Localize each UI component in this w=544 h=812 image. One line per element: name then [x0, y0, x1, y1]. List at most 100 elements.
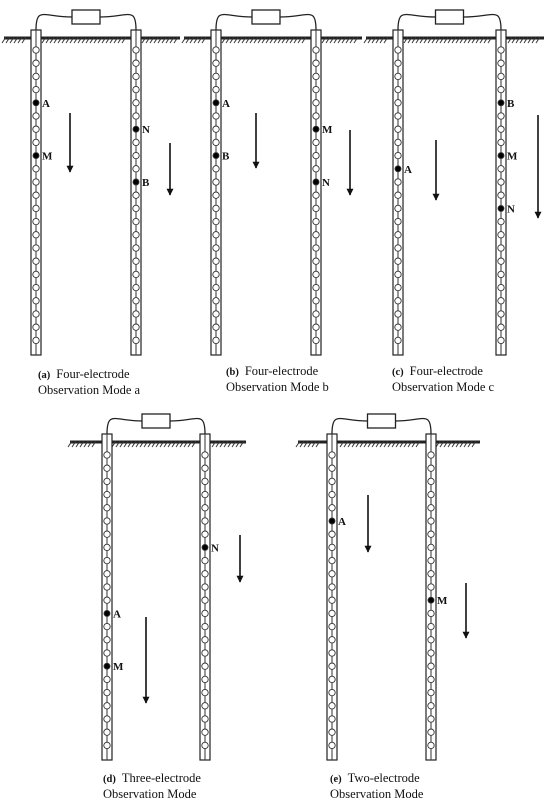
surface-cable-left [106, 417, 143, 435]
inactive-electrode [394, 99, 402, 107]
inactive-electrode [201, 530, 209, 538]
inactive-electrode [427, 517, 435, 525]
ground-hatch [435, 440, 441, 448]
ground-hatch [337, 36, 343, 44]
inactive-electrode [32, 231, 40, 239]
inactive-electrode [32, 72, 40, 81]
inactive-electrode [328, 636, 336, 644]
ground-hatch [111, 440, 117, 448]
inactive-electrode [103, 688, 111, 697]
inactive-electrode [328, 728, 336, 736]
inactive-electrode [427, 477, 435, 486]
ground-hatch [367, 36, 373, 44]
ground-hatch [387, 440, 393, 448]
ground-hatch [79, 440, 85, 448]
ground-hatch [359, 440, 365, 448]
inactive-electrode [201, 636, 209, 644]
inactive-electrode [328, 649, 336, 657]
inactive-electrode [32, 204, 40, 213]
inactive-electrode [497, 59, 505, 67]
inactive-electrode [32, 270, 40, 279]
caption-a-line2: Observation Mode a [38, 383, 141, 397]
caption-c-line1: Four-electrode [409, 364, 483, 378]
inactive-electrode [132, 283, 140, 292]
inactive-electrode [312, 72, 320, 81]
inactive-electrode [427, 662, 435, 670]
inactive-electrode [312, 323, 320, 331]
ground-hatch [21, 36, 27, 44]
ground-hatch [73, 36, 79, 44]
ground-hatch [173, 36, 179, 44]
ground-hatch [237, 36, 243, 44]
inactive-electrode [32, 125, 40, 133]
ground-hatch [155, 440, 161, 448]
ground-hatch [355, 440, 361, 448]
inactive-electrode [328, 451, 336, 459]
inactive-electrode [427, 556, 435, 565]
ground-hatch [261, 36, 267, 44]
inactive-electrode [497, 178, 505, 186]
inactive-electrode [212, 336, 220, 345]
inactive-electrode [132, 99, 140, 107]
electrode-label-N: N [211, 542, 219, 554]
inactive-electrode [212, 297, 220, 305]
ground-hatch [81, 36, 87, 44]
inactive-electrode [32, 257, 40, 265]
inactive-electrode [312, 46, 320, 54]
inactive-electrode [427, 675, 435, 684]
ground-hatch [163, 440, 169, 448]
inactive-electrode [103, 477, 111, 486]
ground-hatch [223, 440, 229, 448]
ground-hatch [75, 440, 81, 448]
ground-hatch [109, 36, 115, 44]
ground-hatch [467, 36, 473, 44]
ground-hatch [407, 440, 413, 448]
ground-hatch [67, 440, 73, 448]
inactive-electrode [497, 323, 505, 331]
inactive-electrode [103, 741, 111, 750]
inactive-electrode [497, 231, 505, 239]
inactive-electrode [132, 297, 140, 305]
inactive-electrode [328, 702, 336, 710]
inactive-electrode [212, 204, 220, 213]
ground-hatch [455, 36, 461, 44]
inactive-electrode [103, 451, 111, 459]
inactive-electrode [427, 490, 435, 499]
inactive-electrode [132, 112, 140, 120]
inactive-electrode [394, 257, 402, 265]
ground-hatch [131, 440, 137, 448]
panel-label-a: (a) [38, 370, 51, 381]
inactive-electrode [427, 688, 435, 697]
inactive-electrode [312, 217, 320, 226]
ground-hatch [329, 36, 335, 44]
ground-hatch [345, 36, 351, 44]
inactive-electrode [103, 675, 111, 684]
ground-hatch [65, 36, 71, 44]
ground-hatch [167, 440, 173, 448]
inactive-electrode [132, 165, 140, 173]
inactive-electrode [427, 741, 435, 750]
inactive-electrode [328, 609, 336, 618]
ground-hatch [379, 36, 385, 44]
ground-hatch [363, 36, 369, 44]
caption-d: (d) Three-electrode Observation Mode [103, 771, 201, 802]
panel-label-b: (b) [226, 367, 239, 378]
caption-e-line1: Two-electrode [347, 771, 420, 785]
ground-hatch [411, 440, 417, 448]
inactive-electrode [497, 217, 505, 226]
ground-hatch [295, 440, 301, 448]
ground-hatch [249, 36, 255, 44]
ground-hatch [455, 440, 461, 448]
panel-c: A B M N [363, 9, 544, 356]
inactive-electrode [497, 244, 505, 252]
inactive-electrode [394, 178, 402, 186]
ground-hatch [367, 440, 373, 448]
active-electrode [132, 125, 140, 133]
ground-hatch [41, 36, 47, 44]
ground-hatch [189, 36, 195, 44]
inactive-electrode [497, 257, 505, 265]
inactive-electrode [32, 310, 40, 318]
inactive-electrode [394, 244, 402, 252]
caption-c: (c) Four-electrode Observation Mode c [392, 364, 494, 395]
inactive-electrode [103, 464, 111, 472]
